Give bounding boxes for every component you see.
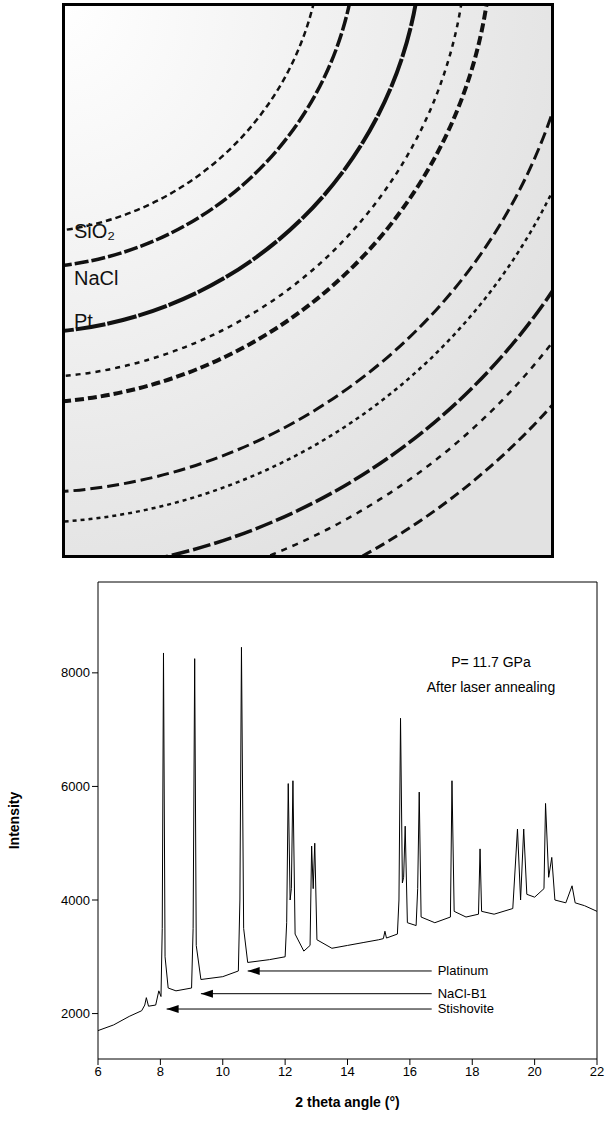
svg-text:2 theta angle (°): 2 theta angle (°) bbox=[295, 1094, 399, 1110]
svg-text:NaCl: NaCl bbox=[74, 267, 118, 289]
svg-text:2000: 2000 bbox=[61, 1006, 90, 1021]
svg-text:Intensity: Intensity bbox=[6, 792, 22, 850]
svg-text:16: 16 bbox=[403, 1064, 417, 1079]
svg-text:14: 14 bbox=[340, 1064, 354, 1079]
svg-text:8: 8 bbox=[157, 1064, 164, 1079]
svg-text:6000: 6000 bbox=[61, 779, 90, 794]
svg-text:P= 11.7 GPa: P= 11.7 GPa bbox=[451, 654, 531, 670]
svg-text:10: 10 bbox=[216, 1064, 230, 1079]
svg-text:Pt: Pt bbox=[74, 310, 93, 332]
svg-text:18: 18 bbox=[465, 1064, 479, 1079]
svg-text:4000: 4000 bbox=[61, 893, 90, 908]
svg-text:Platinum: Platinum bbox=[438, 963, 489, 978]
svg-text:SiO₂: SiO₂ bbox=[74, 220, 115, 242]
svg-text:NaCl-B1: NaCl-B1 bbox=[438, 986, 487, 1001]
svg-text:After laser annealing: After laser annealing bbox=[427, 679, 555, 695]
svg-text:8000: 8000 bbox=[61, 665, 90, 680]
svg-text:6: 6 bbox=[94, 1064, 101, 1079]
svg-text:20: 20 bbox=[527, 1064, 541, 1079]
svg-text:22: 22 bbox=[590, 1064, 604, 1079]
svg-text:Stishovite: Stishovite bbox=[438, 1001, 494, 1016]
svg-text:12: 12 bbox=[278, 1064, 292, 1079]
